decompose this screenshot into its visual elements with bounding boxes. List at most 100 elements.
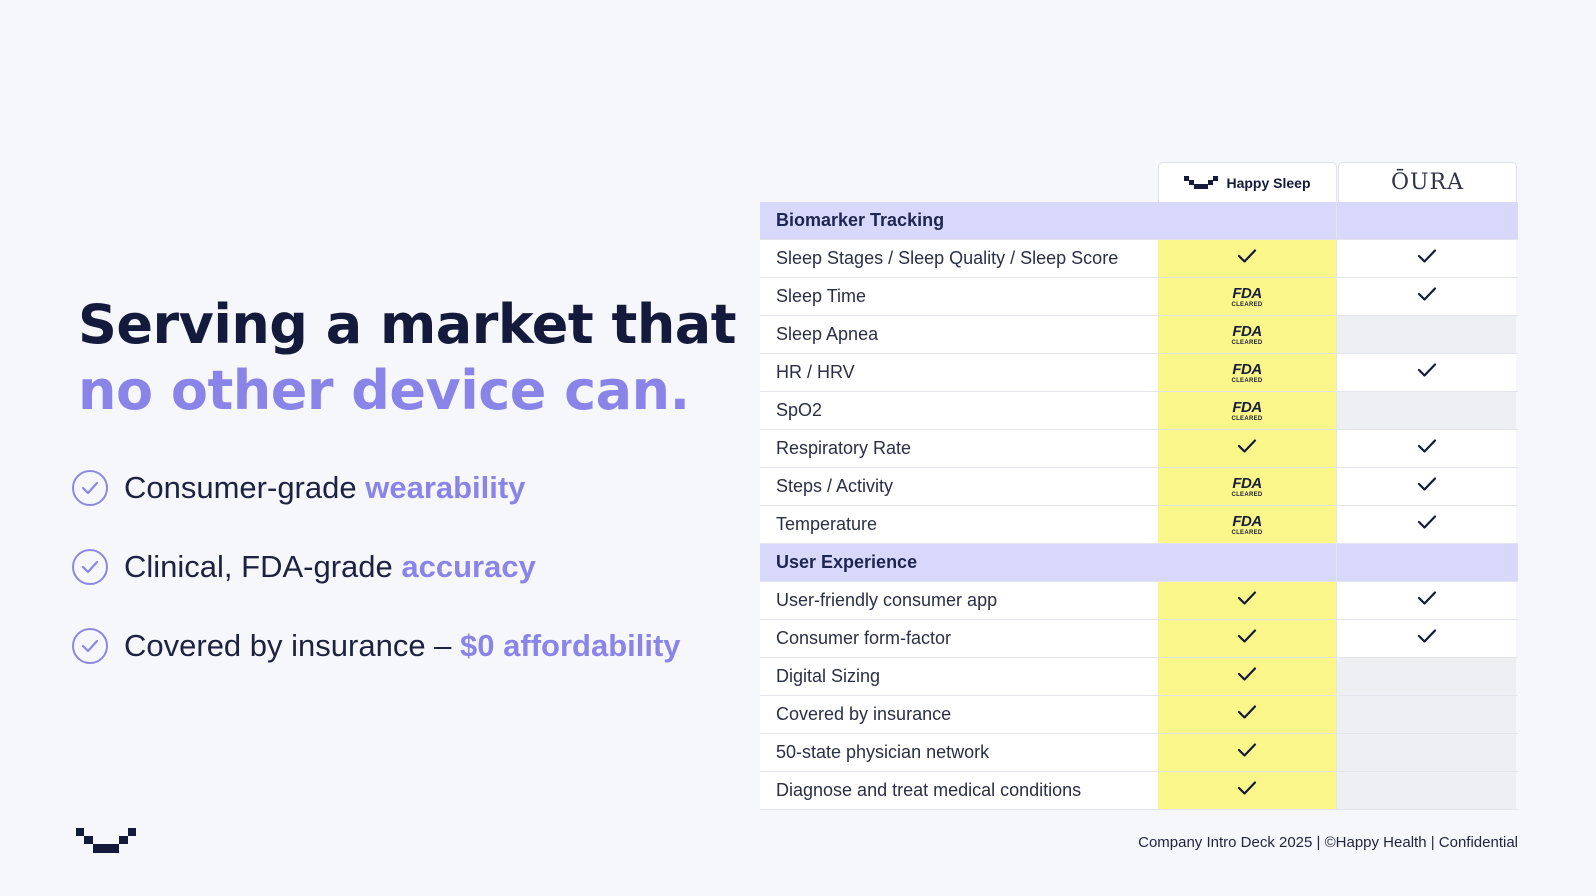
fda-badge-sub: CLEARED (1231, 377, 1263, 384)
table-row: Digital Sizing (760, 658, 1518, 696)
section-row: Biomarker Tracking (760, 202, 1518, 240)
row-label: Consumer form-factor (760, 620, 1158, 657)
check-icon (1237, 590, 1257, 611)
oura-cell (1337, 696, 1516, 733)
happy-sleep-cell: FDA CLEARED (1158, 354, 1337, 391)
check-circle-icon (72, 470, 108, 506)
happy-sleep-cell (1158, 240, 1337, 277)
oura-cell (1337, 772, 1516, 809)
happy-sleep-cell (1158, 430, 1337, 467)
oura-cell (1337, 278, 1516, 315)
check-icon (1237, 704, 1257, 725)
fda-cleared-badge: FDA CLEARED (1231, 286, 1262, 308)
oura-cell (1337, 240, 1516, 277)
table-row: 50-state physician network (760, 734, 1518, 772)
comparison-table: Happy Sleep ŌURA Biomarker Tracking Sleep… (760, 162, 1518, 810)
fda-cleared-badge: FDA CLEARED (1231, 324, 1262, 346)
fda-badge-main: FDA (1232, 398, 1262, 416)
happy-health-logo-icon (76, 828, 136, 859)
table-row: Sleep Stages / Sleep Quality / Sleep Sco… (760, 240, 1518, 278)
fda-badge-main: FDA (1232, 322, 1262, 340)
happy-sleep-cell: FDA CLEARED (1158, 392, 1337, 429)
fda-badge-sub: CLEARED (1231, 415, 1263, 422)
row-label: Temperature (760, 506, 1158, 543)
fda-badge-sub: CLEARED (1231, 491, 1263, 498)
value-point-text: Consumer-grade wearability (124, 470, 526, 505)
check-icon (1417, 286, 1437, 307)
oura-cell (1337, 734, 1516, 771)
headline-line-1: Serving a market that (78, 293, 737, 356)
fda-badge-sub: CLEARED (1231, 529, 1263, 536)
row-label: Sleep Time (760, 278, 1158, 315)
check-icon (1237, 780, 1257, 801)
table-row: Diagnose and treat medical conditions (760, 772, 1518, 810)
fda-cleared-badge: FDA CLEARED (1231, 362, 1262, 384)
check-icon (1417, 362, 1437, 383)
oura-cell (1337, 658, 1516, 695)
section-oura-cell (1337, 202, 1516, 239)
check-icon (1417, 476, 1437, 497)
section-title: Biomarker Tracking (760, 202, 1158, 239)
happy-sleep-label: Happy Sleep (1226, 174, 1311, 191)
table-row: Sleep Time FDA CLEARED (760, 278, 1518, 316)
check-icon (1237, 666, 1257, 687)
table-row: Consumer form-factor (760, 620, 1518, 658)
oura-cell (1337, 582, 1516, 619)
headline-line-2: no other device can. (78, 359, 690, 422)
happy-sleep-cell (1158, 772, 1337, 809)
row-label: HR / HRV (760, 354, 1158, 391)
oura-cell (1337, 354, 1516, 391)
section-happy-cell (1158, 544, 1337, 581)
happy-sleep-cell: FDA CLEARED (1158, 316, 1337, 353)
fda-badge-main: FDA (1232, 512, 1262, 530)
table-row: Sleep Apnea FDA CLEARED (760, 316, 1518, 354)
happy-sleep-cell: FDA CLEARED (1158, 468, 1337, 505)
section-title: User Experience (760, 544, 1158, 581)
happy-sleep-cell (1158, 582, 1337, 619)
fda-badge-main: FDA (1232, 360, 1262, 378)
oura-cell (1337, 430, 1516, 467)
happy-sleep-cell: FDA CLEARED (1158, 278, 1337, 315)
value-point-highlight: accuracy (401, 549, 536, 584)
row-label: Sleep Apnea (760, 316, 1158, 353)
happy-sleep-brand: Happy Sleep (1184, 174, 1311, 191)
check-icon (1237, 248, 1257, 269)
table-body: Biomarker Tracking Sleep Stages / Sleep Q… (760, 202, 1518, 810)
row-label: Sleep Stages / Sleep Quality / Sleep Sco… (760, 240, 1158, 277)
happy-sleep-cell (1158, 734, 1337, 771)
oura-cell (1337, 506, 1516, 543)
oura-cell (1337, 392, 1516, 429)
fda-badge-sub: CLEARED (1231, 301, 1263, 308)
row-label: Covered by insurance (760, 696, 1158, 733)
happy-sleep-cell (1158, 620, 1337, 657)
fda-cleared-badge: FDA CLEARED (1231, 400, 1262, 422)
check-circle-icon (72, 628, 108, 664)
section-happy-cell (1158, 202, 1337, 239)
table-row: Respiratory Rate (760, 430, 1518, 468)
happy-sleep-logo-icon (1184, 175, 1219, 189)
table-row: HR / HRV FDA CLEARED (760, 354, 1518, 392)
table-row: Steps / Activity FDA CLEARED (760, 468, 1518, 506)
value-point-highlight: wearability (365, 470, 526, 505)
value-point: Consumer-grade wearability (72, 468, 681, 508)
value-point-highlight: $0 affordability (460, 628, 681, 663)
check-icon (1417, 248, 1437, 269)
happy-sleep-cell (1158, 696, 1337, 733)
value-points: Consumer-grade wearability Clinical, FDA… (72, 468, 681, 705)
oura-cell (1337, 468, 1516, 505)
row-label: User-friendly consumer app (760, 582, 1158, 619)
table-row: User-friendly consumer app (760, 582, 1518, 620)
check-icon (1417, 514, 1437, 535)
happy-sleep-cell: FDA CLEARED (1158, 506, 1337, 543)
oura-cell (1337, 316, 1516, 353)
row-label: Digital Sizing (760, 658, 1158, 695)
row-label: Respiratory Rate (760, 430, 1158, 467)
check-icon (1237, 628, 1257, 649)
oura-cell (1337, 620, 1516, 657)
headline: Serving a market that no other device ca… (78, 292, 737, 424)
section-row: User Experience (760, 544, 1518, 582)
table-row: Temperature FDA CLEARED (760, 506, 1518, 544)
fda-badge-sub: CLEARED (1231, 339, 1263, 346)
value-point-text: Clinical, FDA-grade accuracy (124, 549, 536, 584)
fda-cleared-badge: FDA CLEARED (1231, 476, 1262, 498)
